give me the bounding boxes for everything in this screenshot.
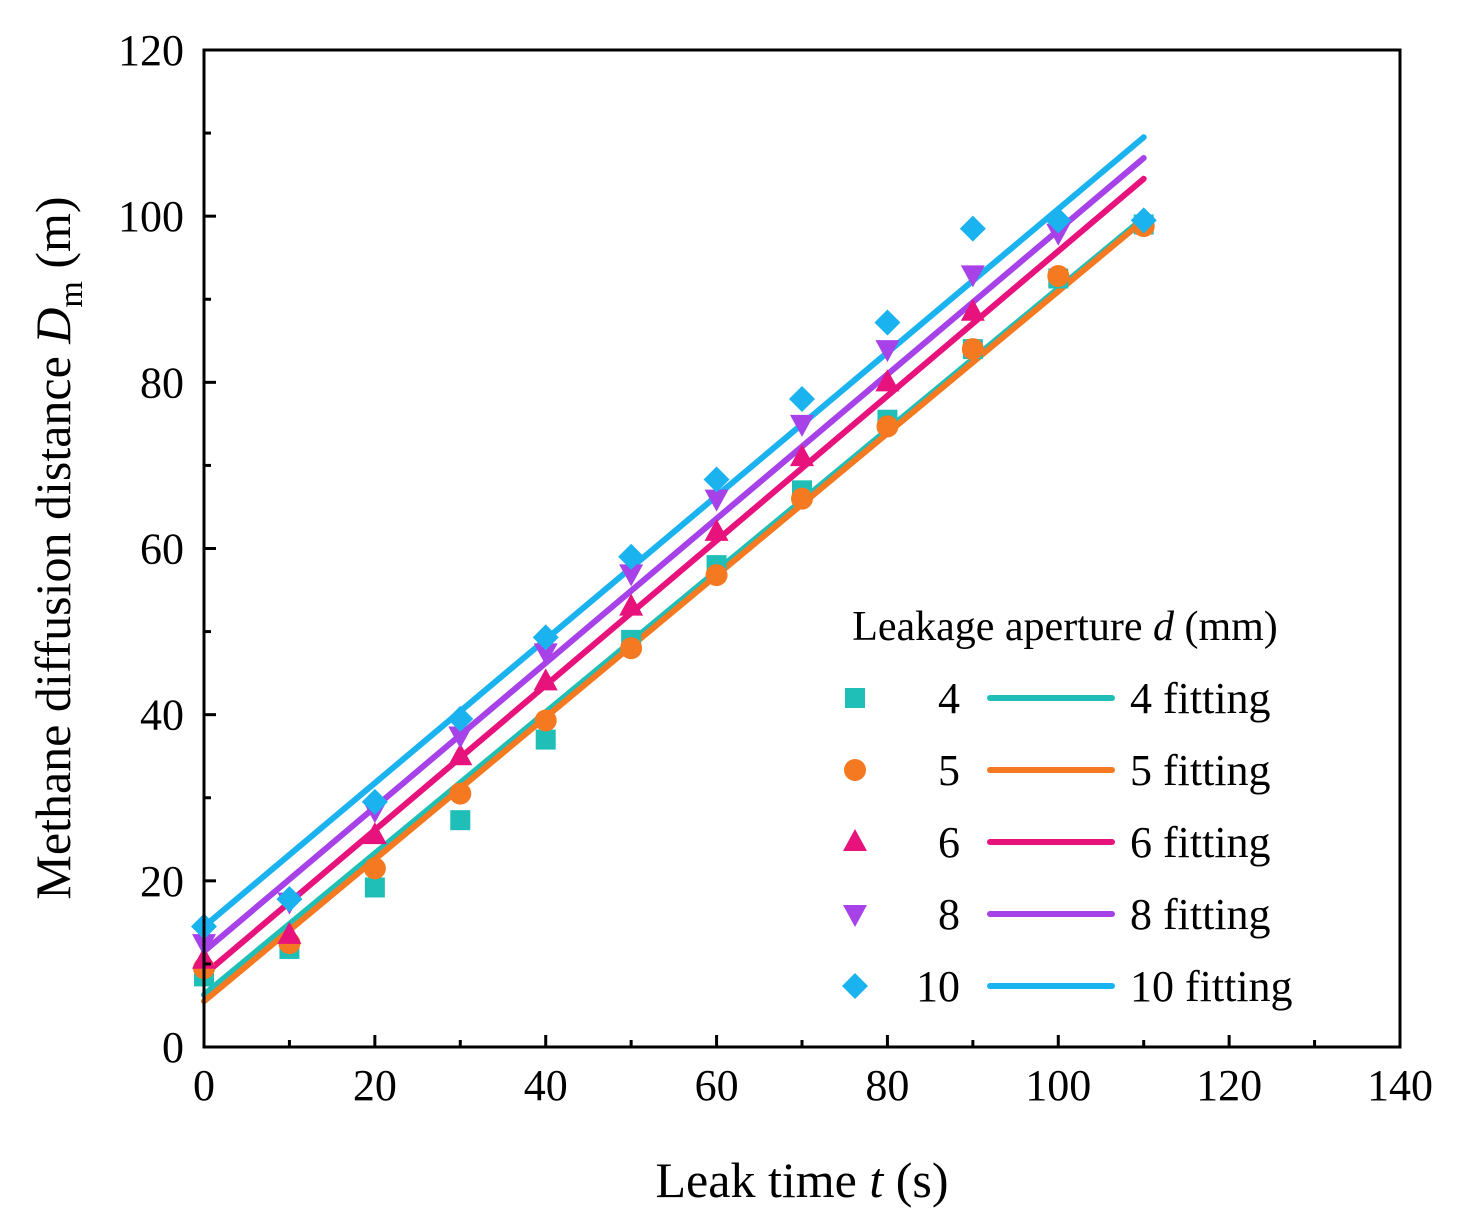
point-8 bbox=[875, 340, 900, 363]
fit-line-10 bbox=[201, 134, 1147, 930]
legend-fit-label-8: 8 fitting bbox=[1130, 890, 1271, 939]
x-tick-label: 20 bbox=[353, 1061, 397, 1110]
point-10 bbox=[959, 215, 986, 242]
point-6 bbox=[704, 518, 729, 541]
legend-label-8: 8 bbox=[938, 890, 960, 939]
y-tick-label: 80 bbox=[140, 358, 184, 407]
x-tick-label: 60 bbox=[695, 1061, 739, 1110]
legend-fit-label-10: 10 fitting bbox=[1130, 962, 1293, 1011]
point-10 bbox=[447, 705, 474, 732]
x-axis: 0 20 40 60 80 100 120 140 bbox=[193, 1035, 1433, 1110]
point-8 bbox=[533, 643, 558, 666]
legend-marker-10 bbox=[842, 973, 868, 999]
point-8 bbox=[960, 265, 985, 288]
x-tick-label: 40 bbox=[524, 1061, 568, 1110]
legend-marker-4 bbox=[845, 688, 865, 708]
x-tick-label: 80 bbox=[865, 1061, 909, 1110]
x-tick-label: 140 bbox=[1367, 1061, 1433, 1110]
point-8 bbox=[790, 414, 814, 437]
y-axis: 0 20 40 60 80 100 120 bbox=[118, 26, 216, 1072]
point-5 bbox=[620, 637, 643, 660]
fit-line-6 bbox=[201, 175, 1147, 978]
point-10 bbox=[703, 466, 730, 493]
point-8 bbox=[704, 489, 729, 512]
point-6 bbox=[362, 822, 387, 845]
y-tick-label: 20 bbox=[140, 857, 184, 906]
y-tick-label: 120 bbox=[118, 26, 184, 75]
point-6 bbox=[790, 444, 814, 467]
legend-label-10: 10 bbox=[916, 962, 960, 1011]
x-axis-title: Leak time t (s) bbox=[656, 1152, 949, 1208]
point-6 bbox=[448, 743, 473, 766]
point-6 bbox=[533, 668, 558, 691]
fit-line-8 bbox=[201, 155, 1147, 955]
point-4 bbox=[535, 729, 556, 750]
point-10 bbox=[618, 543, 645, 570]
point-10 bbox=[1045, 207, 1072, 234]
legend-label-4: 4 bbox=[938, 674, 960, 723]
point-10 bbox=[276, 886, 303, 913]
point-5 bbox=[1047, 264, 1070, 287]
point-10 bbox=[361, 788, 388, 815]
point-6 bbox=[875, 369, 900, 392]
point-4 bbox=[364, 877, 385, 898]
x-tick-label: 120 bbox=[1196, 1061, 1262, 1110]
legend-fit-label-5: 5 fitting bbox=[1130, 746, 1271, 795]
fit-lines bbox=[201, 134, 1147, 1005]
point-10 bbox=[532, 624, 559, 651]
legend: Leakage aperture d (mm) 4 4 fitting 5 5 fit… bbox=[842, 604, 1293, 1011]
point-5 bbox=[876, 415, 899, 438]
y-tick-label: 100 bbox=[118, 192, 184, 241]
point-5 bbox=[961, 338, 984, 361]
point-5 bbox=[449, 782, 472, 805]
fit-line-5 bbox=[201, 217, 1147, 1005]
point-8 bbox=[619, 564, 644, 587]
y-tick-label: 40 bbox=[140, 691, 184, 740]
legend-marker-6 bbox=[843, 829, 867, 851]
point-6 bbox=[619, 593, 644, 616]
point-5 bbox=[791, 487, 813, 510]
legend-title: Leakage aperture d (mm) bbox=[852, 604, 1278, 650]
point-5 bbox=[705, 564, 728, 587]
point-8 bbox=[1046, 223, 1071, 246]
point-4 bbox=[450, 810, 471, 831]
legend-label-6: 6 bbox=[938, 818, 960, 867]
legend-marker-5 bbox=[844, 759, 866, 781]
x-tick-label: 100 bbox=[1025, 1061, 1091, 1110]
point-5 bbox=[534, 709, 557, 732]
legend-fit-label-6: 6 fitting bbox=[1130, 818, 1271, 867]
x-tick-label: 0 bbox=[193, 1061, 215, 1110]
point-10 bbox=[1130, 207, 1157, 234]
point-6 bbox=[277, 921, 302, 944]
point-10 bbox=[789, 385, 815, 412]
y-tick-label: 60 bbox=[140, 525, 184, 574]
legend-fit-label-4: 4 fitting bbox=[1130, 674, 1271, 723]
point-8 bbox=[448, 726, 473, 749]
legend-label-5: 5 bbox=[938, 746, 960, 795]
point-5 bbox=[363, 857, 386, 880]
legend-marker-8 bbox=[843, 905, 867, 927]
point-10 bbox=[874, 309, 901, 336]
y-tick-label: 0 bbox=[162, 1023, 184, 1072]
point-6 bbox=[960, 298, 985, 321]
y-axis-title: Methane diffusion distance Dm (m) bbox=[25, 196, 90, 899]
